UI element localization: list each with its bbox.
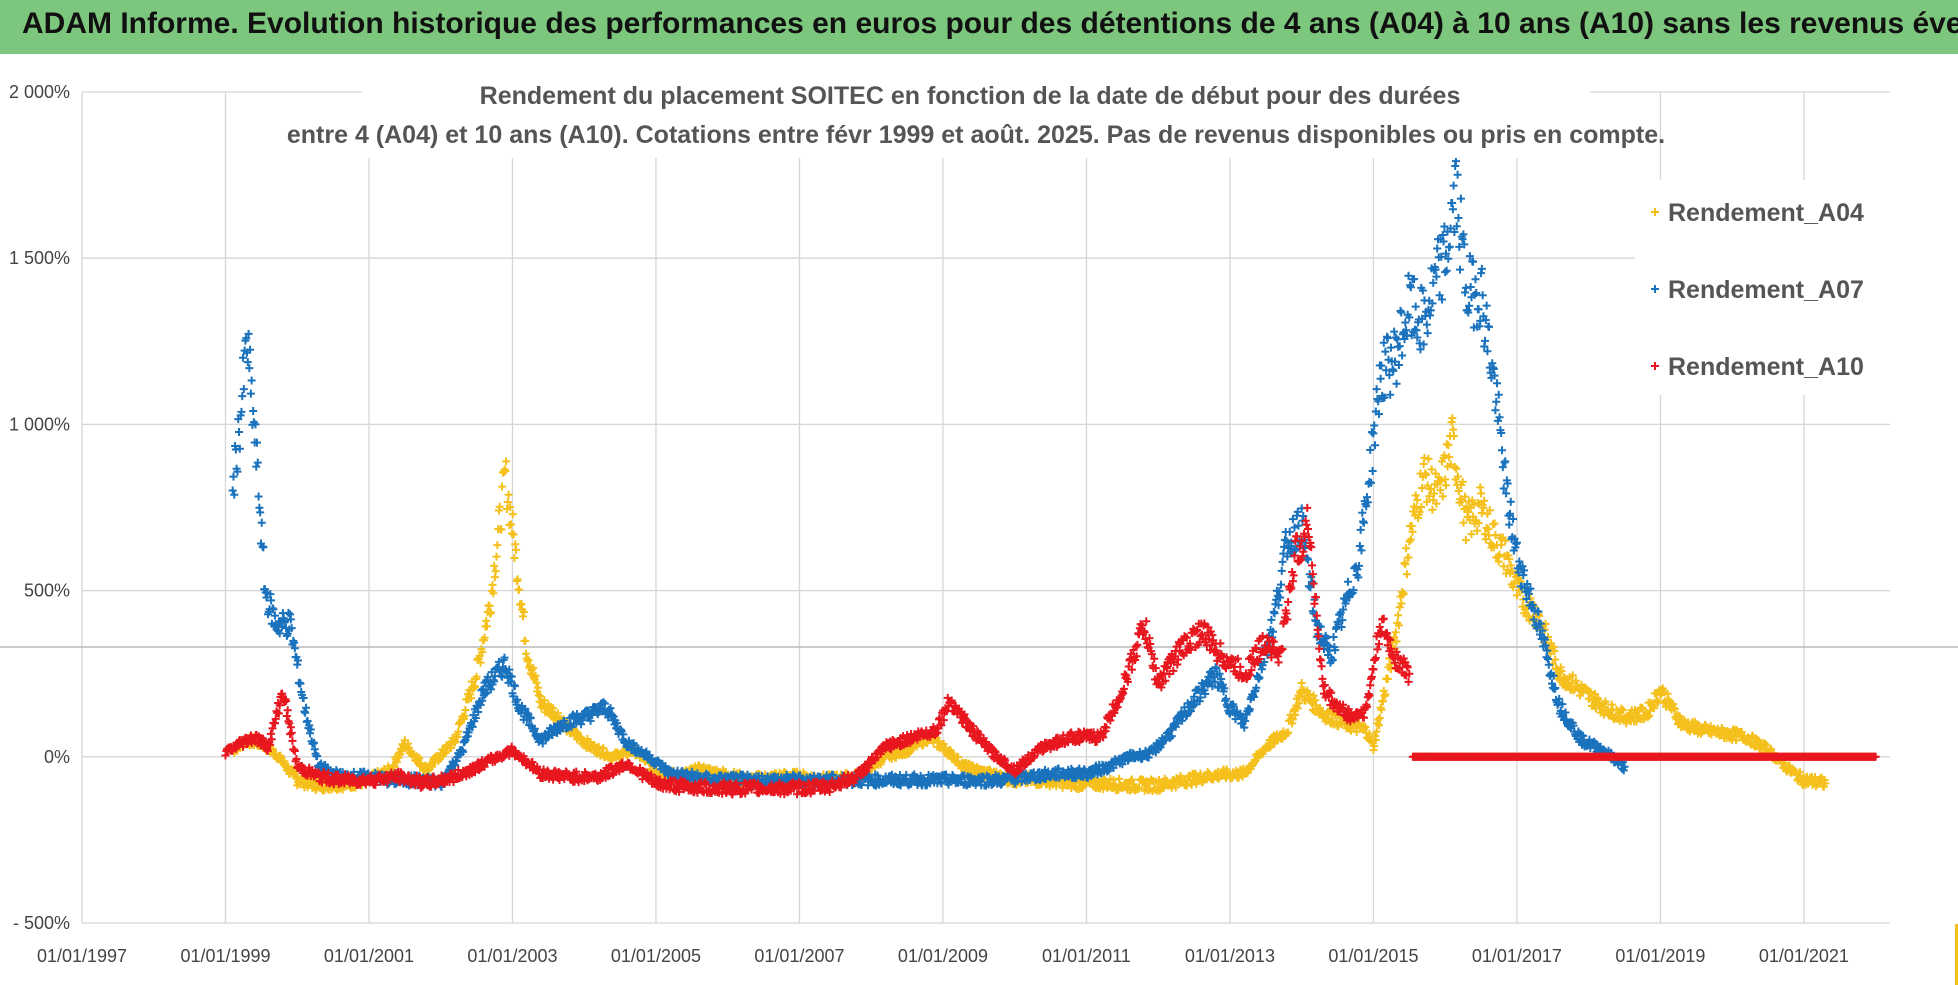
data-point bbox=[531, 671, 540, 680]
data-point bbox=[549, 704, 558, 713]
y-tick-label: 0% bbox=[44, 747, 70, 767]
x-tick-label: 01/01/2019 bbox=[1615, 946, 1705, 966]
data-point bbox=[497, 525, 506, 534]
data-point bbox=[536, 692, 545, 701]
x-tick-label: 01/01/2015 bbox=[1328, 946, 1418, 966]
y-tick-label: 1 500% bbox=[9, 248, 70, 268]
data-point bbox=[461, 705, 470, 714]
data-point bbox=[491, 567, 500, 576]
data-point bbox=[515, 585, 524, 594]
data-point bbox=[498, 482, 507, 491]
data-point bbox=[509, 530, 518, 539]
data-point bbox=[441, 749, 450, 758]
data-point bbox=[503, 497, 512, 506]
data-point bbox=[507, 520, 516, 529]
y-tick-label: 1 000% bbox=[9, 414, 70, 434]
data-point bbox=[524, 656, 533, 665]
data-point bbox=[338, 785, 347, 794]
y-tick-label: 500% bbox=[24, 581, 70, 601]
data-point bbox=[480, 633, 489, 642]
report-title: ADAM Informe. Evolution historique des p… bbox=[22, 7, 1958, 40]
data-point bbox=[489, 589, 498, 598]
x-tick-label: 01/01/1999 bbox=[180, 946, 270, 966]
data-point bbox=[415, 753, 424, 762]
data-point bbox=[512, 545, 521, 554]
report-banner: ADAM Informe. Evolution historique des p… bbox=[0, 0, 1958, 54]
x-axis-labels: 01/01/1997 01/01/1999 01/01/2001 01/01/2003… bbox=[37, 946, 1849, 966]
x-tick-label: 01/01/2001 bbox=[324, 946, 414, 966]
chart-background bbox=[0, 54, 1958, 985]
x-tick-label: 01/01/2003 bbox=[467, 946, 557, 966]
x-tick-label: 01/01/2005 bbox=[611, 946, 701, 966]
data-point bbox=[502, 457, 511, 466]
data-point bbox=[521, 636, 530, 645]
data-point bbox=[532, 678, 541, 687]
data-point bbox=[540, 696, 549, 705]
data-point bbox=[485, 601, 494, 610]
data-point bbox=[504, 490, 513, 499]
x-tick-label: 01/01/2021 bbox=[1759, 946, 1849, 966]
data-point bbox=[599, 744, 608, 753]
data-point bbox=[454, 727, 463, 736]
data-point bbox=[495, 502, 504, 511]
y-tick-label: - 500% bbox=[13, 913, 70, 933]
y-axis-labels: - 500% 0% 500% 1 000% 1 500% 2 000% bbox=[9, 82, 70, 933]
data-point bbox=[482, 622, 491, 631]
x-tick-label: 01/01/2013 bbox=[1185, 946, 1275, 966]
data-point bbox=[510, 554, 519, 563]
data-point bbox=[476, 658, 485, 667]
data-point bbox=[488, 580, 497, 589]
x-tick-label: 01/01/2009 bbox=[898, 946, 988, 966]
data-point bbox=[486, 608, 495, 617]
data-point bbox=[513, 575, 522, 584]
data-point bbox=[533, 683, 542, 692]
x-tick-label: 01/01/2011 bbox=[1042, 946, 1131, 966]
data-point bbox=[506, 503, 515, 512]
data-point bbox=[501, 466, 510, 475]
data-point bbox=[471, 683, 480, 692]
data-point bbox=[492, 552, 501, 561]
x-tick-label: 01/01/2017 bbox=[1472, 946, 1562, 966]
data-points bbox=[221, 157, 1880, 799]
data-point bbox=[529, 663, 538, 672]
data-point bbox=[478, 648, 487, 657]
data-point bbox=[508, 510, 517, 519]
x-tick-label: 01/01/2007 bbox=[754, 946, 844, 966]
data-point bbox=[472, 672, 481, 681]
data-point bbox=[467, 694, 476, 703]
data-point bbox=[493, 541, 502, 550]
y-tick-label: 2 000% bbox=[9, 82, 70, 102]
x-tick-label: 01/01/1997 bbox=[37, 946, 127, 966]
data-point bbox=[572, 727, 581, 736]
data-point bbox=[490, 561, 499, 570]
data-point bbox=[519, 608, 528, 617]
